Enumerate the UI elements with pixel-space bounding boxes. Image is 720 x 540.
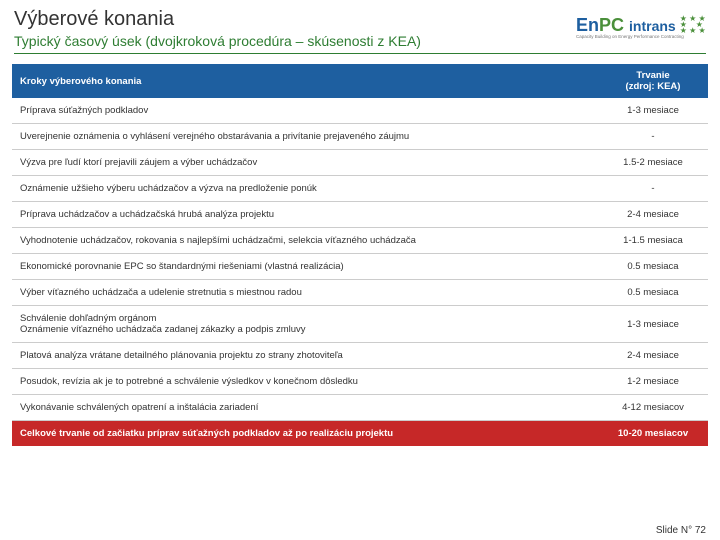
logo: EnPC intrans ★ ★ ★★ ★★ ★ ★ Capacity Buil… — [576, 6, 706, 44]
col-header-steps: Kroky výberového konania — [12, 64, 598, 98]
step-cell: Výber víťazného uchádzača a udelenie str… — [12, 280, 598, 306]
step-cell: Ekonomické porovnanie EPC so štandardným… — [12, 254, 598, 280]
total-duration-cell: 10-20 mesiacov — [598, 421, 708, 447]
col-header-duration: Trvanie (zdroj: KEA) — [598, 64, 708, 98]
step-cell: Oznámenie užšieho výberu uchádzačov a vý… — [12, 176, 598, 202]
table-total-row: Celkové trvanie od začiatku príprav súťa… — [12, 421, 708, 447]
step-cell: Posudok, revízia ak je to potrebné a sch… — [12, 369, 598, 395]
duration-cell: - — [598, 124, 708, 150]
table-row: Výber víťazného uchádzača a udelenie str… — [12, 280, 708, 306]
procedure-table: Kroky výberového konania Trvanie (zdroj:… — [12, 64, 708, 446]
duration-cell: 0.5 mesiaca — [598, 254, 708, 280]
table-row: Vykonávanie schválených opatrení a inšta… — [12, 395, 708, 421]
step-cell: Vyhodnotenie uchádzačov, rokovania s naj… — [12, 228, 598, 254]
table-row: Oznámenie užšieho výberu uchádzačov a vý… — [12, 176, 708, 202]
step-cell: Uverejnenie oznámenia o vyhlásení verejn… — [12, 124, 598, 150]
step-cell: Výzva pre ľudí ktorí prejavili záujem a … — [12, 150, 598, 176]
duration-cell: 1-3 mesiace — [598, 98, 708, 124]
table-header-row: Kroky výberového konania Trvanie (zdroj:… — [12, 64, 708, 98]
duration-cell: - — [598, 176, 708, 202]
table-row: Posudok, revízia ak je to potrebné a sch… — [12, 369, 708, 395]
step-cell: Vykonávanie schválených opatrení a inšta… — [12, 395, 598, 421]
duration-cell: 1-3 mesiace — [598, 306, 708, 343]
logo-tagline: Capacity Building on Energy Performance … — [576, 34, 706, 39]
table-row: Výzva pre ľudí ktorí prejavili záujem a … — [12, 150, 708, 176]
total-step-cell: Celkové trvanie od začiatku príprav súťa… — [12, 421, 598, 447]
logo-pre: En — [576, 15, 599, 35]
duration-cell: 1.5-2 mesiace — [598, 150, 708, 176]
table-row: Príprava súťažných podkladov1-3 mesiace — [12, 98, 708, 124]
step-cell: Schválenie dohľadným orgánom Oznámenie v… — [12, 306, 598, 343]
table-row: Ekonomické porovnanie EPC so štandardným… — [12, 254, 708, 280]
duration-cell: 2-4 mesiace — [598, 202, 708, 228]
logo-stars-icon: ★ ★ ★★ ★★ ★ ★ — [680, 16, 706, 34]
logo-suf: intrans — [629, 18, 676, 34]
table-row: Platová analýza vrátane detailného pláno… — [12, 343, 708, 369]
table-row: Príprava uchádzačov a uchádzačská hrubá … — [12, 202, 708, 228]
logo-mid: PC — [599, 15, 624, 35]
duration-cell: 4-12 mesiacov — [598, 395, 708, 421]
step-cell: Príprava uchádzačov a uchádzačská hrubá … — [12, 202, 598, 228]
table-row: Vyhodnotenie uchádzačov, rokovania s naj… — [12, 228, 708, 254]
step-cell: Príprava súťažných podkladov — [12, 98, 598, 124]
duration-cell: 2-4 mesiace — [598, 343, 708, 369]
duration-cell: 1-2 mesiace — [598, 369, 708, 395]
table-row: Uverejnenie oznámenia o vyhlásení verejn… — [12, 124, 708, 150]
duration-cell: 0.5 mesiaca — [598, 280, 708, 306]
step-cell: Platová analýza vrátane detailného pláno… — [12, 343, 598, 369]
duration-cell: 1-1.5 mesiaca — [598, 228, 708, 254]
slide-number: Slide N° 72 — [656, 525, 706, 536]
table-row: Schválenie dohľadným orgánom Oznámenie v… — [12, 306, 708, 343]
